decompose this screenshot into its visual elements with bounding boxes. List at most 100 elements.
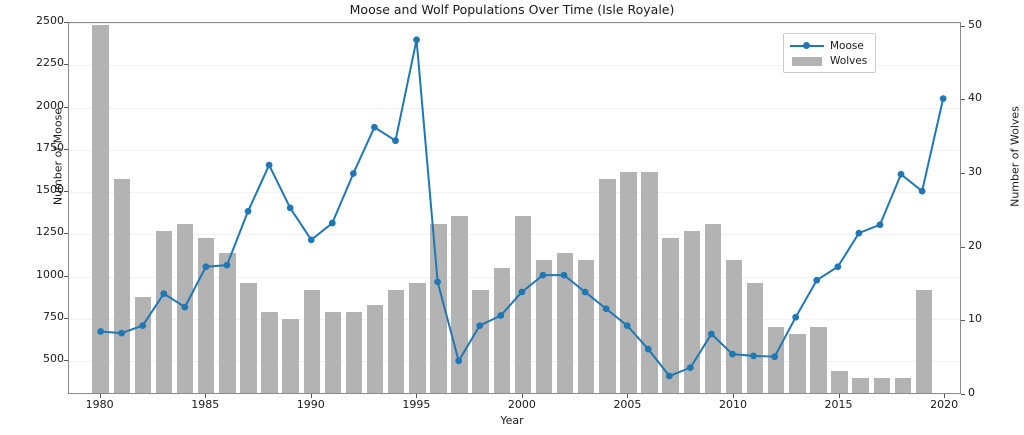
x-tick-label: 2005 xyxy=(613,398,642,411)
y-tick-mark-right xyxy=(961,246,965,248)
wolves-bar xyxy=(915,289,933,393)
moose-data-point xyxy=(118,329,126,337)
y-tick-label-left: 1750 xyxy=(36,140,64,154)
moose-data-point xyxy=(181,303,189,311)
moose-data-point xyxy=(476,322,484,329)
legend-line-marker-icon xyxy=(790,40,824,52)
y-tick-label-left: 1000 xyxy=(36,267,64,281)
moose-data-point xyxy=(434,278,442,286)
x-tick-mark xyxy=(838,394,840,398)
y-tick-label-right: 50 xyxy=(968,17,982,31)
y-tick-mark-left xyxy=(64,191,68,192)
x-tick-mark xyxy=(521,394,523,398)
y-tick-label-left: 750 xyxy=(43,309,64,323)
x-tick-label: 2015 xyxy=(824,398,853,411)
chart-legend[interactable]: Moose Wolves xyxy=(783,33,877,73)
moose-data-point xyxy=(244,207,252,215)
wolves-bar xyxy=(113,179,130,393)
moose-data-point xyxy=(644,345,652,353)
moose-data-point xyxy=(771,353,779,361)
gridline xyxy=(69,65,960,67)
y-tick-label-left: 1500 xyxy=(36,183,64,196)
wolves-bar xyxy=(641,172,658,393)
wolves-bar xyxy=(366,304,384,393)
moose-data-point xyxy=(623,322,631,329)
wolves-bar xyxy=(789,334,806,393)
y-tick-mark-right xyxy=(961,394,965,395)
wolves-bar xyxy=(430,223,447,393)
moose-markers xyxy=(97,36,947,380)
wolves-bar xyxy=(810,326,827,393)
moose-data-point xyxy=(539,271,547,279)
x-tick-mark xyxy=(99,394,101,398)
chart-title: Moose and Wolf Populations Over Time (Is… xyxy=(349,2,675,17)
x-tick-label: 2000 xyxy=(507,398,536,411)
moose-data-point xyxy=(97,328,104,335)
wolves-bar xyxy=(725,260,743,393)
legend-item-moose[interactable]: Moose xyxy=(790,38,867,53)
y-tick-mark-left xyxy=(64,275,68,277)
y-tick-label-right: 40 xyxy=(968,91,982,105)
x-tick-label: 2010 xyxy=(719,398,747,411)
wolves-bar xyxy=(556,253,574,393)
wolves-bar xyxy=(767,326,785,393)
wolves-bar xyxy=(92,24,109,393)
wolves-bar xyxy=(240,282,257,393)
moose-data-point xyxy=(792,313,800,321)
x-axis-label: Year xyxy=(500,414,524,427)
y-tick-mark-left xyxy=(64,106,68,108)
x-tick-label: 1985 xyxy=(191,398,220,411)
moose-data-point xyxy=(602,305,610,313)
y-tick-mark-left xyxy=(64,317,68,319)
moose-data-point xyxy=(560,271,568,279)
y-tick-label-left: 2000 xyxy=(36,98,64,112)
moose-data-point xyxy=(729,350,736,358)
wolves-bar xyxy=(704,223,722,393)
moose-data-point xyxy=(834,263,842,271)
wolves-bar xyxy=(197,238,215,393)
moose-data-point xyxy=(897,170,905,178)
wolves-bar xyxy=(261,311,278,393)
moose-data-point xyxy=(497,312,505,319)
y-tick-mark-right xyxy=(961,99,965,101)
wolves-bar xyxy=(219,253,236,393)
wolves-bar xyxy=(620,172,637,393)
moose-data-point xyxy=(139,322,147,329)
legend-bar-swatch-icon xyxy=(790,55,824,67)
moose-data-point xyxy=(518,288,526,296)
x-tick-label: 2020 xyxy=(930,398,959,411)
wolves-bar-series xyxy=(69,23,960,393)
wolves-bar xyxy=(155,230,173,393)
moose-line-series xyxy=(97,36,947,380)
y-tick-label-right: 30 xyxy=(968,165,982,178)
y-tick-mark-right xyxy=(961,173,965,174)
moose-data-point xyxy=(392,137,399,145)
gridline xyxy=(69,149,960,151)
y-tick-label-right: 10 xyxy=(968,312,982,326)
x-tick-mark xyxy=(416,394,418,398)
moose-data-point xyxy=(876,221,884,229)
y-tick-label-left: 1250 xyxy=(36,225,64,239)
y-tick-mark-left xyxy=(64,148,68,150)
gridline xyxy=(69,361,960,363)
y-tick-label-right: 0 xyxy=(968,386,975,399)
wolves-bar xyxy=(514,216,532,393)
x-tick-mark xyxy=(205,394,207,398)
wolves-bar xyxy=(472,289,489,393)
moose-data-point xyxy=(813,276,821,284)
wolves-bar xyxy=(831,370,848,393)
x-tick-label: 1995 xyxy=(402,398,431,411)
moose-data-point xyxy=(413,36,420,44)
wolves-bar xyxy=(282,319,299,393)
x-tick-label: 1990 xyxy=(296,398,325,411)
moose-data-point xyxy=(160,290,168,298)
moose-data-point xyxy=(328,219,336,227)
x-tick-mark xyxy=(310,394,312,398)
moose-data-point xyxy=(286,204,294,212)
wolves-bar xyxy=(683,230,700,393)
wolves-bar xyxy=(662,238,679,393)
y-tick-mark-right xyxy=(961,320,965,322)
legend-item-wolves[interactable]: Wolves xyxy=(790,53,867,68)
wolves-bar xyxy=(894,378,912,393)
